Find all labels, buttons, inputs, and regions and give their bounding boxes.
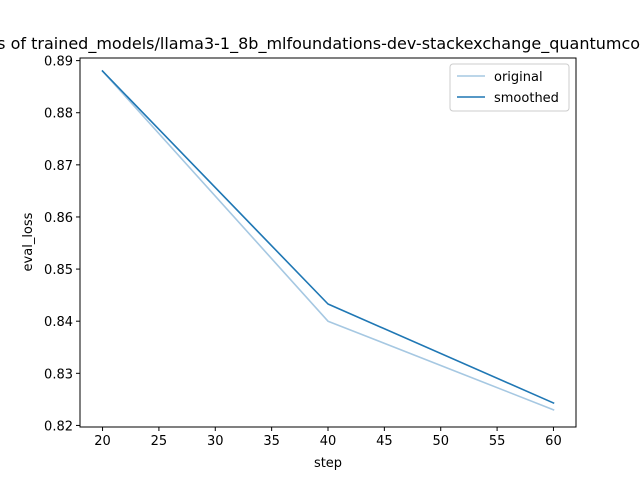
series-layer — [101, 69, 555, 411]
x-tick-label: 30 — [207, 434, 224, 449]
y-tick-label: 0.82 — [44, 419, 73, 434]
x-axis-label: step — [314, 456, 342, 471]
chart-title: eval_loss of trained_models/llama3-1_8b_… — [0, 34, 640, 54]
y-tick-label: 0.86 — [44, 211, 73, 226]
y-axis-label: eval_loss — [21, 212, 36, 271]
y-tick-label: 0.88 — [44, 107, 73, 122]
x-tick-label: 25 — [151, 434, 168, 449]
y-tick-label: 0.85 — [44, 263, 73, 278]
x-tick-label: 55 — [489, 434, 506, 449]
y-tick-label: 0.87 — [44, 159, 73, 174]
x-tick-label: 60 — [545, 434, 562, 449]
series-line-original — [101, 69, 555, 411]
y-tick-label: 0.83 — [44, 367, 73, 382]
legend-label-original: original — [494, 70, 543, 85]
y-tick-label: 0.84 — [44, 315, 73, 330]
x-tick-label: 50 — [432, 434, 449, 449]
x-tick-label: 45 — [376, 434, 393, 449]
series-line-smoothed — [101, 69, 555, 405]
x-axis-ticks: 20 25 30 35 40 45 50 55 60 — [94, 427, 562, 449]
legend-label-smoothed: smoothed — [494, 91, 559, 106]
x-tick-label: 40 — [320, 434, 337, 449]
y-tick-label: 0.89 — [44, 55, 73, 70]
x-tick-label: 20 — [94, 434, 111, 449]
x-tick-label: 35 — [263, 434, 280, 449]
y-axis-ticks: 0.82 0.83 0.84 0.85 0.86 0.87 0.88 0.89 — [44, 55, 80, 434]
legend: original smoothed — [449, 63, 570, 112]
